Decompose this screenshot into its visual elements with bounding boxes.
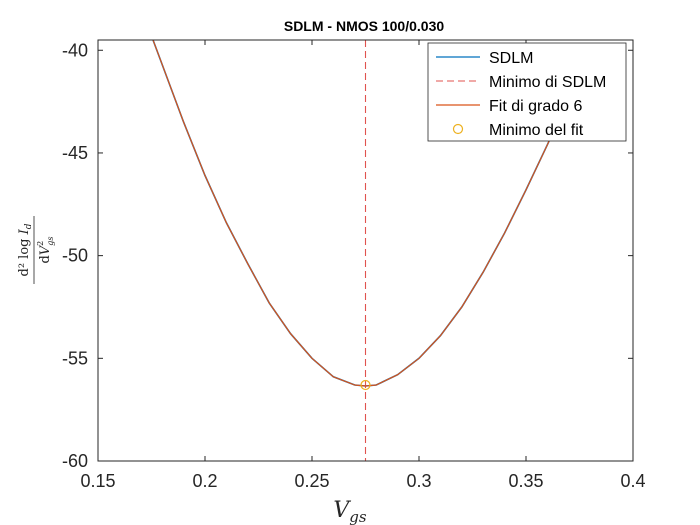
x-tick-label: 0.15 (80, 471, 115, 491)
plot-box (97, 39, 634, 462)
x-tick-label: 0.2 (192, 471, 217, 491)
legend: SDLM Minimo di SDLM Fit di grado 6 Minimo d… (427, 42, 627, 142)
y-axis-label: d² log Id dV2gs (17, 216, 55, 284)
legend-label: SDLM (489, 50, 533, 67)
chart-title: SDLM - NMOS 100/0.030 (284, 18, 444, 34)
svg-text:d² log Id: d² log Id (17, 223, 34, 276)
svg-text:dV2gs: dV2gs (36, 236, 55, 263)
legend-label: Minimo del fit (489, 122, 584, 139)
tick-layer: 0.15 0.2 0.25 0.3 0.35 0.4 -60 -55 -50 -45 -40 (62, 40, 646, 491)
legend-label: Minimo di SDLM (489, 74, 606, 91)
series-minimo-del-fit (360, 379, 371, 391)
legend-box (427, 42, 627, 142)
x-tick-label: 0.3 (406, 471, 431, 491)
legend-swatch (452, 123, 464, 135)
y-tick-label: -60 (62, 451, 88, 471)
y-tick-label: -45 (62, 143, 88, 163)
x-tick-label: 0.25 (294, 471, 329, 491)
y-tick-label: -55 (62, 348, 88, 368)
x-tick-label: 0.4 (620, 471, 645, 491)
series-fit-di-grado-6 (152, 40, 581, 387)
y-tick-label: -50 (62, 246, 88, 266)
legend-label: Fit di grado 6 (489, 98, 582, 115)
series-layer (152, 40, 581, 461)
y-tick-label: -40 (62, 40, 88, 60)
x-tick-label: 0.35 (508, 471, 543, 491)
